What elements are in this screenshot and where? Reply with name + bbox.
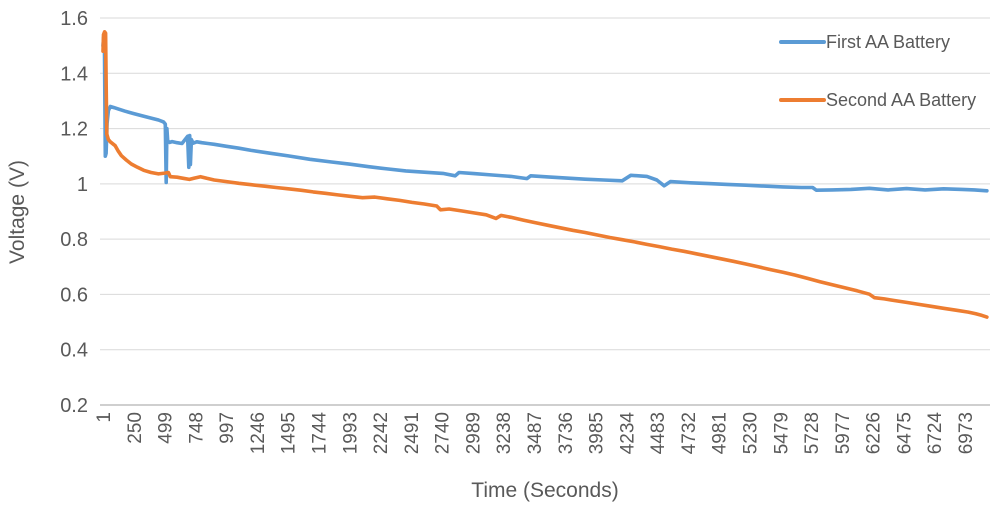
x-tick-label: 5977 <box>833 412 854 454</box>
x-tick-label: 2242 <box>371 412 392 454</box>
x-tick-label: 3238 <box>494 412 515 454</box>
series-line <box>101 29 989 319</box>
x-tick-label: 1993 <box>340 412 361 454</box>
x-tick-label: 6226 <box>864 412 885 454</box>
y-tick-label: 1 <box>77 174 88 196</box>
y-tick-label: 0.4 <box>60 340 88 362</box>
x-tick-label: 250 <box>125 412 146 444</box>
second-battery-line-swatch-icon <box>779 97 826 103</box>
x-tick-label: 997 <box>217 412 238 444</box>
x-tick-label: 4732 <box>679 412 700 454</box>
x-axis-title: Time (Seconds) <box>471 479 619 502</box>
x-tick-label: 2989 <box>463 412 484 454</box>
x-tick-label: 5230 <box>741 412 762 454</box>
x-tick-label: 4483 <box>648 412 669 454</box>
x-tick-label: 4981 <box>710 412 731 454</box>
x-tick-label: 6475 <box>894 412 915 454</box>
x-tick-label: 2491 <box>402 412 423 454</box>
x-tick-label: 1246 <box>248 412 269 454</box>
x-tick-label: 4234 <box>617 412 638 455</box>
x-tick-label: 499 <box>156 412 177 444</box>
legend: First AA Battery Second AA Battery <box>779 30 976 146</box>
x-tick-label: 6724 <box>925 412 946 455</box>
x-tick-label: 748 <box>186 412 207 444</box>
y-tick-label: 1.6 <box>60 8 88 30</box>
x-tick-label: 3985 <box>587 412 608 454</box>
y-tick-label: 1.4 <box>60 63 88 85</box>
y-tick-label: 0.8 <box>60 229 88 251</box>
x-tick-label: 5728 <box>802 412 823 454</box>
series-line <box>101 35 989 193</box>
x-tick-label: 3736 <box>556 412 577 454</box>
y-tick-label: 0.2 <box>60 395 88 417</box>
y-tick-label: 0.6 <box>60 284 88 306</box>
x-tick-label: 3487 <box>525 412 546 454</box>
x-tick-label: 1495 <box>279 412 300 454</box>
legend-item-first-battery: First AA Battery <box>779 30 976 54</box>
x-tick-label: 1744 <box>310 412 331 455</box>
legend-item-second-battery: Second AA Battery <box>779 88 976 112</box>
x-tick-label: 6973 <box>956 412 977 454</box>
first-battery-line-swatch-icon <box>779 39 826 45</box>
legend-label-first-battery: First AA Battery <box>826 32 951 52</box>
x-tick-label: 2740 <box>433 412 454 454</box>
legend-label-second-battery: Second AA Battery <box>826 90 977 110</box>
y-tick-label: 1.2 <box>60 119 88 141</box>
x-tick-label: 5479 <box>771 412 792 454</box>
y-axis-title: Voltage (V) <box>6 160 29 264</box>
x-tick-label: 1 <box>94 412 115 423</box>
